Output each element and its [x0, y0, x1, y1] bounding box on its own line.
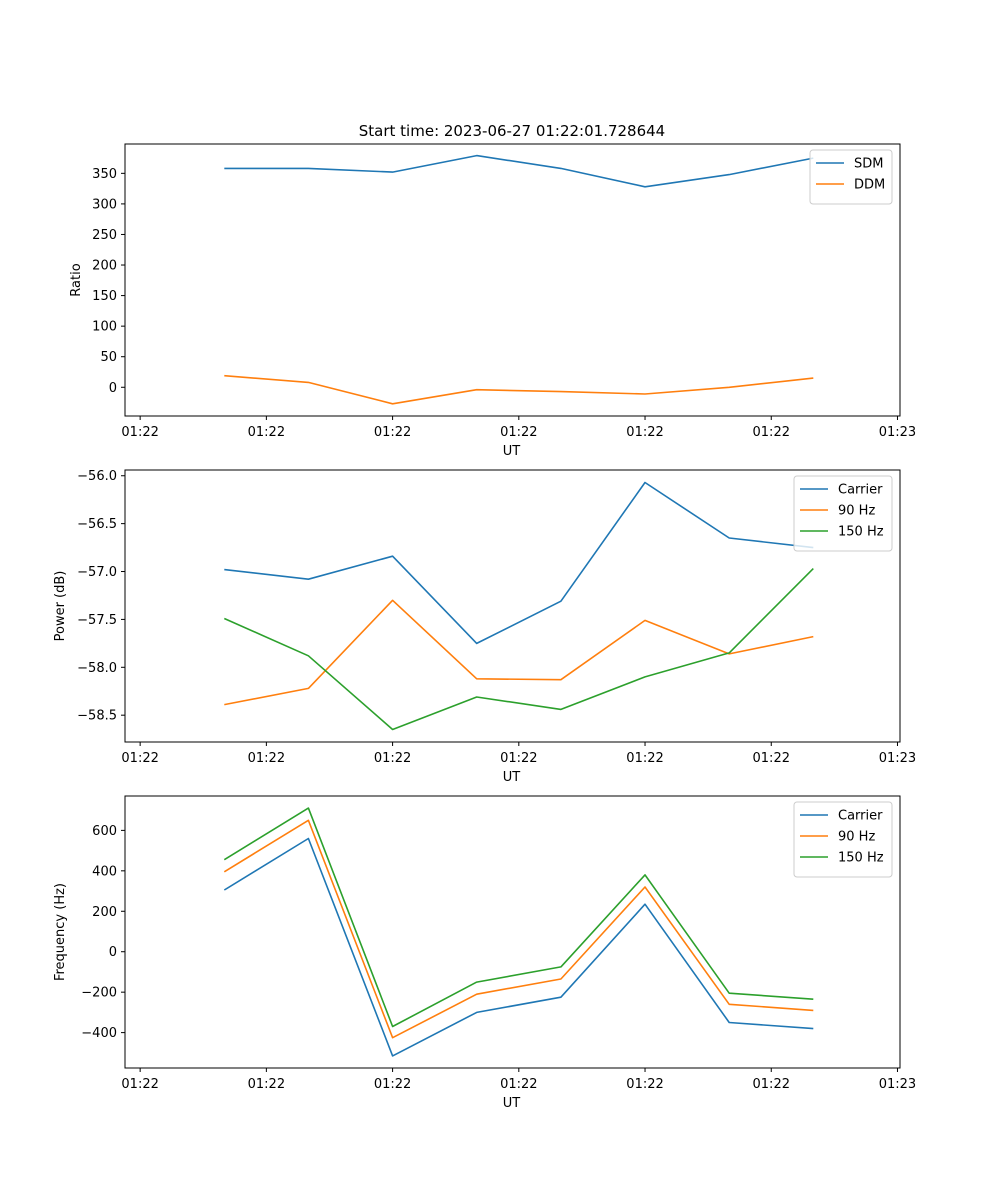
- series-line-sdm: [224, 154, 814, 188]
- x-tick-label: 01:22: [374, 1077, 411, 1092]
- y-tick-label: 600: [92, 824, 117, 839]
- y-tick-label: −56.0: [77, 469, 117, 484]
- y-tick-label: 0: [109, 381, 117, 396]
- panel-2: 01:22 01:22 01:22 01:22 01:22 01:22 01:23 −58.5…: [53, 469, 916, 785]
- x-tick-label: 01:22: [374, 751, 411, 766]
- legend-box: [793, 801, 893, 878]
- legend: Carrier 90 Hz 150 Hz: [793, 475, 893, 552]
- legend-label: DDM: [854, 178, 885, 193]
- y-tick-label: 350: [92, 167, 117, 182]
- y-axis-label: Frequency (Hz): [53, 883, 68, 981]
- x-tick-label: 01:22: [248, 751, 285, 766]
- legend-label: 90 Hz: [838, 830, 875, 845]
- axes-frame: [124, 469, 901, 743]
- y-axis-label: Ratio: [69, 263, 84, 296]
- x-axis-label: UT: [503, 770, 521, 785]
- legend: SDM DDM: [809, 149, 893, 205]
- y-tick-label: 400: [92, 864, 117, 879]
- y-tick-label: 0: [109, 945, 117, 960]
- series-line-150-hz: [223, 807, 814, 1028]
- x-tick-label: 01:22: [121, 751, 158, 766]
- x-tick-label: 01:22: [753, 425, 790, 440]
- x-tick-label: 01:23: [879, 751, 916, 766]
- panel-1: 01:22 01:22 01:22 01:22 01:22 01:22 01:23 0 50 10…: [69, 143, 916, 459]
- axes-frame: [124, 143, 901, 417]
- y-tick-label: 100: [92, 320, 117, 335]
- series-line-carrier: [223, 837, 814, 1057]
- y-tick-label: −56.5: [77, 517, 117, 532]
- series-line-ddm: [224, 374, 814, 405]
- x-tick-label: 01:22: [500, 425, 537, 440]
- x-tick-label: 01:22: [374, 425, 411, 440]
- y-tick-label: −57.0: [77, 565, 117, 580]
- y-tick-label: 300: [92, 197, 117, 212]
- panel-3: 01:22 01:22 01:22 01:22 01:22 01:22 01:23 −400 −…: [53, 795, 916, 1111]
- figure-title: Start time: 2023-06-27 01:22:01.728644: [359, 122, 665, 140]
- x-tick-label: 01:22: [248, 425, 285, 440]
- x-tick-label: 01:22: [753, 751, 790, 766]
- x-tick-label: 01:22: [626, 425, 663, 440]
- legend-label: 150 Hz: [838, 851, 884, 866]
- y-tick-label: −57.5: [77, 613, 117, 628]
- x-tick-label: 01:22: [121, 425, 158, 440]
- y-tick-label: −58.5: [77, 709, 117, 724]
- series-line-90-hz: [224, 599, 814, 706]
- y-tick-label: 250: [92, 228, 117, 243]
- x-tick-label: 01:22: [121, 1077, 158, 1092]
- x-tick-label: 01:22: [500, 1077, 537, 1092]
- x-tick-label: 01:22: [626, 751, 663, 766]
- x-tick-label: 01:22: [753, 1077, 790, 1092]
- x-tick-label: 01:22: [626, 1077, 663, 1092]
- series-line-90-hz: [223, 819, 814, 1039]
- legend-label: SDM: [854, 157, 883, 172]
- y-tick-label: −400: [81, 1026, 117, 1041]
- x-tick-label: 01:22: [500, 751, 537, 766]
- x-axis-label: UT: [503, 1096, 521, 1111]
- y-tick-label: 150: [92, 289, 117, 304]
- legend-label: Carrier: [838, 809, 883, 824]
- axes-frame: [124, 795, 901, 1069]
- legend-box: [793, 475, 893, 552]
- y-tick-label: 200: [92, 905, 117, 920]
- x-tick-label: 01:22: [248, 1077, 285, 1092]
- series-line-150-hz: [223, 568, 814, 731]
- y-tick-label: 200: [92, 259, 117, 274]
- x-tick-label: 01:23: [879, 1077, 916, 1092]
- series-line-carrier: [224, 481, 814, 645]
- x-tick-label: 01:23: [879, 425, 916, 440]
- x-axis-label: UT: [503, 444, 521, 459]
- legend: Carrier 90 Hz 150 Hz: [793, 801, 893, 878]
- y-tick-label: −58.0: [77, 661, 117, 676]
- y-tick-label: −200: [81, 986, 117, 1001]
- y-tick-label: 50: [100, 350, 117, 365]
- legend-label: 150 Hz: [838, 525, 884, 540]
- legend-label: Carrier: [838, 483, 883, 498]
- legend-label: 90 Hz: [838, 504, 875, 519]
- y-axis-label: Power (dB): [53, 571, 68, 642]
